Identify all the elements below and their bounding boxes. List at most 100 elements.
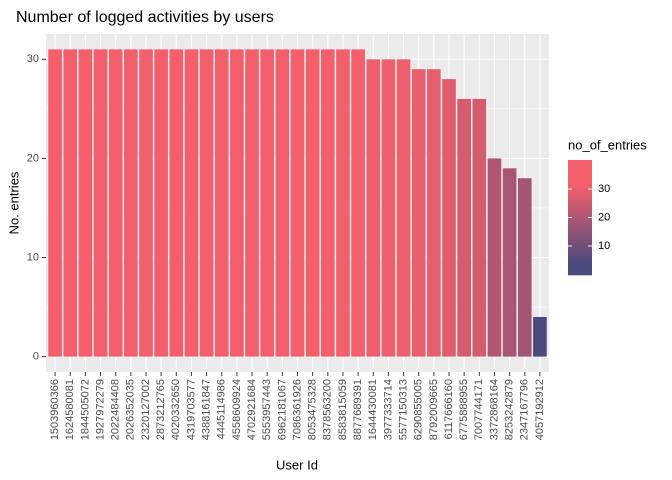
- bar: [320, 49, 335, 357]
- x-tick-label: 1644430081: [367, 379, 379, 440]
- bar: [139, 49, 153, 357]
- colorbar-segment: [568, 265, 592, 268]
- y-tick-label: 30: [27, 53, 39, 65]
- x-tick-label: 1844505072: [79, 379, 91, 440]
- bar: [502, 168, 517, 357]
- bar: [457, 98, 471, 357]
- colorbar-segment: [568, 182, 592, 186]
- colorbar-segment: [568, 235, 592, 238]
- x-tick-label: 8583815059: [337, 379, 349, 440]
- colorbar-segment: [568, 225, 592, 228]
- bar: [78, 49, 93, 357]
- bar: [336, 49, 350, 357]
- colorbar-segment: [568, 240, 592, 243]
- x-tick-label: 4702921684: [246, 379, 258, 440]
- bar: [517, 178, 532, 357]
- bar: [245, 49, 259, 357]
- colorbar-segment: [568, 202, 592, 206]
- colorbar-segment: [568, 227, 592, 231]
- bar: [351, 49, 365, 357]
- bar: [487, 158, 502, 357]
- x-tick-label: 2347167796: [519, 379, 531, 440]
- x-tick-label: 2873212765: [155, 379, 167, 440]
- colorbar-segment: [568, 200, 592, 203]
- colorbar-segment: [568, 257, 592, 261]
- colorbar-segment: [568, 220, 592, 223]
- y-tick-label: 20: [27, 152, 39, 164]
- colorbar-segment: [568, 195, 592, 198]
- colorbar-segment: [568, 167, 592, 171]
- x-tick-label: 1503960366: [49, 379, 61, 440]
- bar: [124, 49, 138, 357]
- colorbar-segment: [568, 262, 592, 266]
- x-tick-label: 4020332650: [170, 379, 182, 440]
- x-tick-label: 2320127002: [140, 379, 152, 440]
- colorbar-segment: [568, 197, 592, 201]
- x-axis-label: User Id: [276, 457, 318, 472]
- x-tick-label: 1927972279: [94, 379, 106, 440]
- x-tick-label: 4319703577: [185, 379, 197, 440]
- colorbar-segment: [568, 260, 592, 263]
- bar: [442, 79, 456, 357]
- legend-label: 20: [598, 211, 610, 223]
- x-tick-label: 6962181067: [276, 379, 288, 440]
- colorbar-segment: [568, 160, 592, 163]
- x-tick-label: 6775888955: [458, 379, 470, 440]
- colorbar-segment: [568, 232, 592, 236]
- x-tick-label: 6290855005: [413, 379, 425, 440]
- colorbar-segment: [568, 222, 592, 226]
- x-tick-label: 4445114986: [216, 379, 228, 439]
- bar: [275, 49, 290, 357]
- x-tick-label: 8253242879: [504, 379, 516, 440]
- x-tick-label: 8877689391: [352, 379, 364, 440]
- bar: [290, 49, 305, 357]
- bar: [154, 49, 168, 357]
- x-tick-label: 3977333714: [382, 379, 394, 440]
- colorbar-segment: [568, 187, 592, 191]
- x-tick-label: 8792009665: [428, 379, 440, 440]
- colorbar-segment: [568, 175, 592, 178]
- x-tick-label: 2022484408: [110, 379, 122, 440]
- colorbar-segment: [568, 217, 592, 221]
- x-tick-label: 4388161847: [201, 379, 213, 440]
- colorbar-segment: [568, 177, 592, 181]
- bar: [214, 49, 229, 357]
- legend-label: 10: [598, 240, 610, 252]
- bar: [199, 49, 214, 357]
- x-tick-label: 6117666160: [443, 379, 455, 439]
- x-tick-label: 4057192912: [534, 379, 546, 440]
- colorbar-segment: [568, 242, 592, 246]
- colorbar-segment: [568, 270, 592, 273]
- x-tick-label: 8053475328: [307, 379, 319, 440]
- bar: [396, 59, 411, 357]
- colorbar-segment: [568, 255, 592, 258]
- colorbar-segment: [568, 250, 592, 253]
- x-tick-label: 4558609924: [231, 379, 243, 440]
- bar: [533, 316, 547, 357]
- chart-title: Number of logged activities by users: [16, 9, 274, 26]
- x-tick-label: 5577150313: [397, 379, 409, 440]
- bar: [305, 49, 320, 357]
- x-tick-label: 8378563200: [322, 379, 334, 440]
- bar: [93, 49, 108, 357]
- legend-title: no_of_entries: [568, 137, 647, 152]
- colorbar-segment: [568, 210, 592, 213]
- colorbar-segment: [568, 192, 592, 196]
- bar: [381, 59, 396, 357]
- x-tick-label: 3372868164: [488, 379, 500, 440]
- bar: [411, 69, 426, 357]
- x-tick-label: 7086361926: [291, 379, 303, 440]
- bar: [366, 59, 381, 357]
- bar: [230, 49, 244, 357]
- x-tick-label: 1624580081: [64, 379, 76, 440]
- colorbar-segment: [568, 237, 592, 241]
- colorbar-segment: [568, 212, 592, 216]
- colorbar-segment: [568, 165, 592, 168]
- y-axis-label: No. entries: [6, 171, 21, 234]
- bar: [427, 69, 441, 357]
- colorbar-segment: [568, 215, 592, 218]
- bar: [169, 49, 184, 357]
- colorbar-segment: [568, 180, 592, 183]
- colorbar-segment: [568, 245, 592, 248]
- bar: [63, 49, 78, 357]
